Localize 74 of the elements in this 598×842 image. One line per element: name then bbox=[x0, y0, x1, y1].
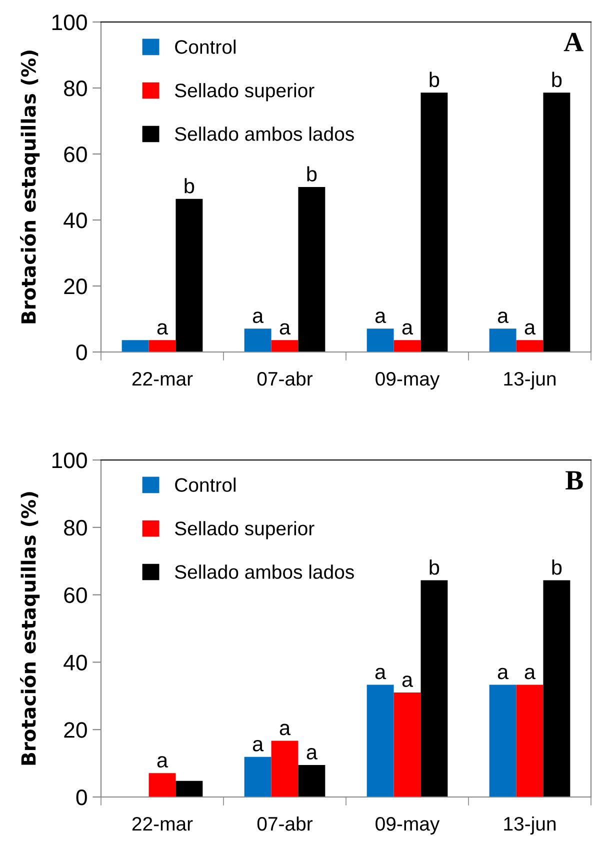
data-label: a bbox=[157, 323, 168, 335]
bar bbox=[366, 328, 394, 352]
legend-label: Sellado ambos lados bbox=[174, 126, 354, 141]
legend-label: Control bbox=[175, 40, 236, 54]
bar bbox=[394, 340, 421, 352]
bar bbox=[394, 692, 421, 797]
data-label: b bbox=[184, 178, 194, 194]
bar bbox=[176, 198, 203, 352]
bar bbox=[271, 340, 298, 352]
data-label: a bbox=[252, 740, 264, 752]
legend-label: Control bbox=[175, 478, 236, 492]
bar bbox=[298, 764, 326, 797]
x-tick-label: 09-may bbox=[376, 816, 440, 835]
legend-label: Sellado superior bbox=[174, 521, 314, 540]
data-label: a bbox=[375, 312, 386, 324]
data-label: a bbox=[280, 323, 291, 335]
y-tick-label: 100 bbox=[52, 452, 87, 468]
data-label: b bbox=[307, 166, 317, 182]
bar bbox=[271, 740, 298, 797]
y-tick-label: 60 bbox=[64, 587, 87, 604]
annotation: B bbox=[566, 471, 583, 490]
y-axis-title: Brotación estaquillas (%) bbox=[20, 50, 40, 324]
data-label: a bbox=[402, 676, 414, 688]
data-label: a bbox=[498, 668, 509, 680]
y-tick-label: 0 bbox=[76, 344, 87, 360]
x-tick-label: 22-mar bbox=[132, 372, 193, 386]
data-label: b bbox=[430, 560, 440, 575]
y-tick-label: 0 bbox=[76, 790, 87, 806]
y-tick-label: 80 bbox=[64, 80, 87, 96]
data-label: b bbox=[430, 72, 440, 88]
bar bbox=[244, 756, 272, 797]
legend-label: Sellado superior bbox=[174, 83, 314, 102]
data-label: a bbox=[252, 312, 264, 324]
bar bbox=[298, 187, 326, 352]
bar bbox=[489, 684, 516, 797]
bar bbox=[420, 92, 448, 352]
y-tick-label: 20 bbox=[64, 278, 87, 294]
data-label: a bbox=[524, 323, 536, 335]
y-tick-label: 80 bbox=[64, 520, 87, 536]
data-label: a bbox=[498, 312, 509, 324]
y-tick-label: 20 bbox=[64, 722, 87, 738]
bar bbox=[516, 684, 544, 797]
x-tick-label: 13-jun bbox=[504, 371, 556, 390]
bar bbox=[543, 92, 570, 352]
bar bbox=[543, 580, 570, 797]
y-tick-label: 40 bbox=[64, 212, 87, 228]
data-label: b bbox=[552, 72, 562, 88]
x-tick-label: 07-abr bbox=[257, 816, 313, 831]
data-label: a bbox=[157, 756, 168, 768]
y-tick-label: 60 bbox=[64, 146, 87, 162]
annotation: A bbox=[564, 32, 584, 52]
x-tick-label: 13-jun bbox=[504, 816, 556, 835]
bar bbox=[366, 684, 394, 797]
bar bbox=[176, 780, 203, 797]
x-tick-label: 07-abr bbox=[257, 371, 313, 386]
bar bbox=[420, 580, 448, 797]
data-label: b bbox=[552, 560, 562, 575]
bar bbox=[516, 340, 544, 352]
data-label: a bbox=[375, 668, 386, 680]
bar bbox=[244, 328, 272, 352]
y-axis-title: Brotación estaquillas (%) bbox=[20, 492, 40, 765]
bar bbox=[489, 328, 516, 352]
bar bbox=[122, 340, 149, 352]
data-label: a bbox=[306, 748, 318, 760]
data-label: a bbox=[524, 668, 536, 680]
bar bbox=[148, 773, 176, 797]
y-tick-label: 100 bbox=[52, 14, 87, 30]
y-tick-label: 40 bbox=[64, 654, 87, 670]
x-tick-label: 22-mar bbox=[132, 816, 193, 831]
data-label: a bbox=[280, 724, 291, 736]
bar bbox=[148, 340, 176, 352]
x-tick-label: 09-may bbox=[376, 372, 440, 390]
data-label: a bbox=[402, 323, 414, 335]
legend-label: Sellado ambos lados bbox=[174, 564, 354, 579]
